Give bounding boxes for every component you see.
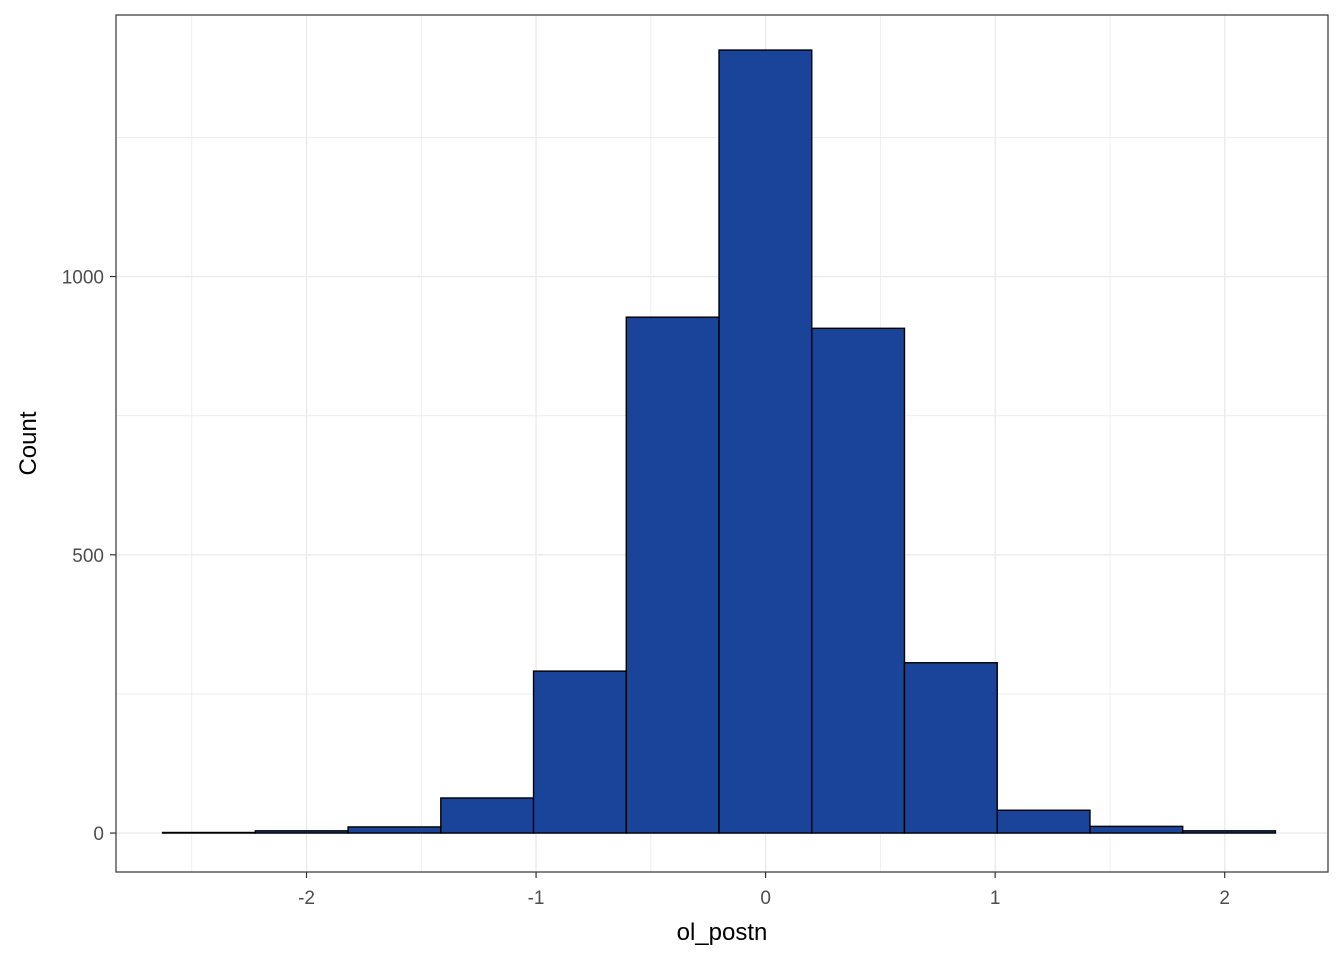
histogram-bar [1089,825,1184,834]
y-axis-ticks: 0 500 1000 [62,268,116,845]
histogram-bar [811,327,906,834]
histogram-bar [718,49,813,834]
y-tick-label: 0 [93,824,104,845]
histogram-bar [532,670,627,834]
y-tick-label: 500 [72,546,104,567]
histogram-bar [440,797,535,834]
x-tick-label: 1 [990,888,1001,909]
histogram-bar [903,662,998,834]
histogram-bar [1181,830,1277,834]
histogram-bar [347,826,442,834]
x-axis-ticks: -2 -1 0 1 2 [298,872,1230,909]
x-axis-title: ol_postn [677,919,768,946]
x-tick-label: 2 [1219,888,1230,909]
histogram-bar [996,809,1091,834]
histogram-bar [254,830,349,834]
histogram-bars [161,49,1277,834]
panel-border [115,14,1329,873]
x-tick-label: 0 [760,888,771,909]
y-tick-label: 1000 [62,268,104,289]
histogram-bar [161,831,257,834]
y-axis-title: Count [15,411,42,475]
x-tick-label: -2 [298,888,315,909]
histogram-bar [625,316,720,834]
x-tick-label: -1 [528,888,545,909]
